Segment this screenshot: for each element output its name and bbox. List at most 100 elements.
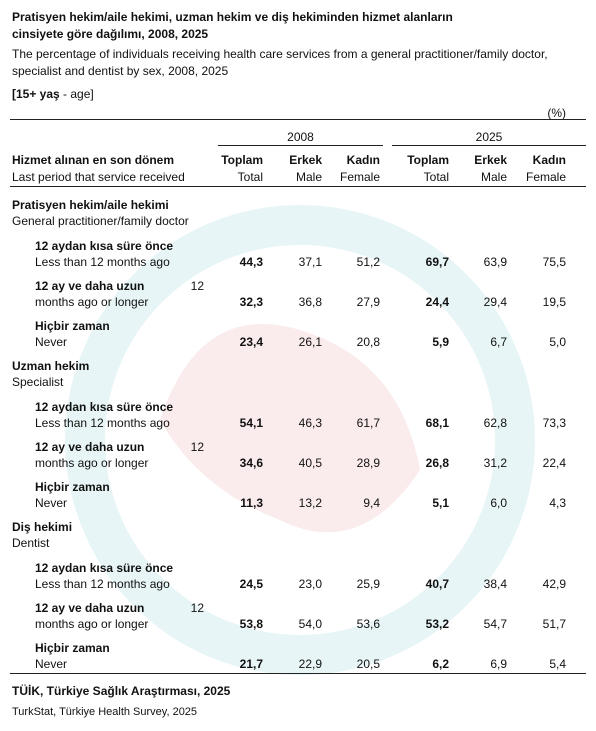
cell: 6,7 <box>490 335 507 349</box>
row-label-en: Less than 12 months ago <box>35 577 170 591</box>
row-label-en: Less than 12 months ago <box>35 255 170 269</box>
cell: 13,2 <box>298 496 322 510</box>
cell: 32,3 <box>239 295 263 309</box>
cell: 26,8 <box>425 456 449 470</box>
row-label: 12 ay ve daha uzun <box>35 440 145 454</box>
column-header-en: Male <box>480 170 507 184</box>
cell: 44,3 <box>239 255 263 269</box>
cell: 69,7 <box>425 255 449 269</box>
cell: 5,9 <box>432 335 449 349</box>
cell: 29,4 <box>483 295 507 309</box>
cell: 51,2 <box>356 255 380 269</box>
source: TÜİK, Türkiye Sağlık Araştırması, 2025 <box>12 684 231 698</box>
cell: 23,0 <box>298 577 322 591</box>
column-header: Kadın <box>532 153 566 167</box>
cell: 21,7 <box>239 657 263 671</box>
row-label-en: Never <box>35 496 68 510</box>
row-label-en: Less than 12 months ago <box>35 416 170 430</box>
cell: 73,3 <box>542 416 566 430</box>
cell: 46,3 <box>298 416 322 430</box>
section-title-en: General practitioner/family doctor <box>12 214 189 228</box>
row-note: 12 <box>190 279 204 293</box>
cell: 53,6 <box>356 617 380 631</box>
cell: 6,2 <box>432 657 449 671</box>
cell: 53,8 <box>239 617 263 631</box>
cell: 26,1 <box>298 335 322 349</box>
cell: 27,9 <box>356 295 380 309</box>
column-header: Erkek <box>289 153 322 167</box>
cell: 24,5 <box>239 577 263 591</box>
row-label: 12 aydan kısa süre önce <box>35 561 174 575</box>
cell: 53,2 <box>425 617 449 631</box>
cell: 6,9 <box>490 657 507 671</box>
row-label-en: months ago or longer <box>35 295 149 309</box>
column-header-en: Total <box>423 170 449 184</box>
cell: 34,6 <box>239 456 263 470</box>
cell: 25,9 <box>356 577 380 591</box>
cell: 9,4 <box>363 496 380 510</box>
cell: 38,4 <box>483 577 507 591</box>
row-label: 12 aydan kısa süre önce <box>35 400 174 414</box>
rule <box>10 186 586 187</box>
row-label-en: months ago or longer <box>35 617 149 631</box>
cell: 63,9 <box>483 255 507 269</box>
row-label: 12 ay ve daha uzun <box>35 279 145 293</box>
cell: 31,2 <box>483 456 507 470</box>
title: Pratisyen hekim/aile hekimi, uzman hekim… <box>12 10 453 24</box>
stub-header-en: Last period that service received <box>12 170 185 184</box>
stub-header: Hizmet alınan en son dönem <box>12 153 175 167</box>
cell: 61,7 <box>356 416 380 430</box>
row-label: Hiçbir zaman <box>35 480 110 494</box>
cell: 68,1 <box>425 416 449 430</box>
year-rule <box>392 145 586 146</box>
title: cinsiyete göre dağılımı, 2008, 2025 <box>12 27 209 41</box>
column-header: Toplam <box>221 153 263 167</box>
rule <box>10 119 586 120</box>
cell: 5,1 <box>432 496 449 510</box>
row-label: 12 ay ve daha uzun <box>35 601 145 615</box>
row-label: Hiçbir zaman <box>35 641 110 655</box>
row-note: 12 <box>190 601 204 615</box>
cell: 54,0 <box>298 617 322 631</box>
row-label: 12 aydan kısa süre önce <box>35 239 174 253</box>
cell: 51,7 <box>542 617 566 631</box>
cell: 62,8 <box>483 416 507 430</box>
cell: 22,9 <box>298 657 322 671</box>
source-en: TurkStat, Türkiye Health Survey, 2025 <box>12 706 198 718</box>
cell: 54,7 <box>483 617 507 631</box>
row-label-en: Never <box>35 657 68 671</box>
section-title: Pratisyen hekim/aile hekimi <box>12 198 169 212</box>
cell: 20,8 <box>356 335 380 349</box>
column-header: Toplam <box>407 153 449 167</box>
column-header: Kadın <box>346 153 380 167</box>
row-label-en: months ago or longer <box>35 456 149 470</box>
cell: 19,5 <box>542 295 566 309</box>
column-header-en: Male <box>295 170 322 184</box>
cell: 22,4 <box>542 456 566 470</box>
cell: 23,4 <box>239 335 263 349</box>
column-header-en: Female <box>339 170 380 184</box>
cell: 4,3 <box>549 496 566 510</box>
cell: 40,5 <box>298 456 322 470</box>
unit: (%) <box>547 106 566 120</box>
row-note: 12 <box>190 440 204 454</box>
row-label-en: Never <box>35 335 68 349</box>
subtitle: specialist and dentist by sex, 2008, 202… <box>12 64 229 78</box>
cell: 54,1 <box>239 416 263 430</box>
cell: 24,4 <box>425 295 449 309</box>
population-rest: - age] <box>59 87 94 101</box>
cell: 11,3 <box>240 496 263 510</box>
section-title-en: Specialist <box>12 375 64 389</box>
cell: 6,0 <box>490 496 507 510</box>
population: [15+ yaş - age] <box>12 87 94 101</box>
cell: 42,9 <box>542 577 566 591</box>
column-header-en: Total <box>237 170 263 184</box>
cell: 36,8 <box>298 295 322 309</box>
column-header: Erkek <box>474 153 507 167</box>
cell: 5,0 <box>549 335 566 349</box>
cell: 28,9 <box>356 456 380 470</box>
cell: 37,1 <box>298 255 322 269</box>
cell: 40,7 <box>425 577 449 591</box>
